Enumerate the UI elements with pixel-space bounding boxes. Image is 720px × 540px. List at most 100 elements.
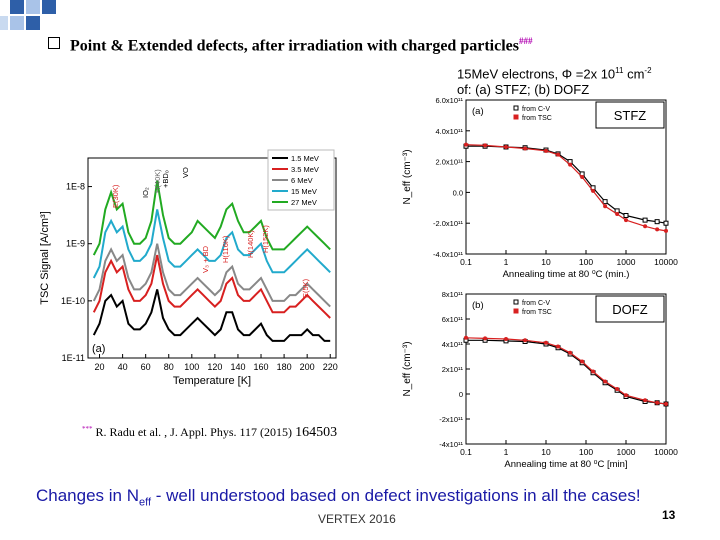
decor-square-5 [26,16,40,30]
tsc-annotation: V₃ + BD [201,245,210,273]
neff-x-tick-label: 10 [541,447,551,457]
decor-square-3 [42,0,56,14]
tsc-x-tick-label: 200 [300,362,315,372]
neff-data-point [483,336,488,341]
summary-line: Changes in Neff - well understood based … [36,486,641,508]
neff-x-tick-label: 1 [504,447,509,457]
tsc-legend-label: 27 MeV [291,198,317,207]
neff-x-tick-label: 10000 [654,257,678,267]
neff-y-tick-label: 2.0x10¹¹ [435,158,463,167]
neff-data-point [664,402,668,406]
neff-x-tick-label: 10 [541,257,551,267]
neff-data-point [624,393,628,398]
tsc-legend-label: 6 MeV [291,176,313,185]
neff-data-point [580,359,585,364]
neff-data-point [556,344,561,349]
tsc-chart: 20 40 60 80 100 120 140 160 180 200 220 1E-11 1E-10 1… [39,149,338,387]
reference: *** R. Radu et al. , J. Appl. Phys. 117 … [82,425,337,441]
tsc-legend-label: 3.5 MeV [291,165,319,174]
right-chart-title: 15MeV electrons, Φ =2x 1011 cm-2 of: (a)… [457,63,652,98]
neff-data-point [544,148,548,153]
neff-x-tick-label: 100 [579,257,593,267]
neff-data-point [663,220,669,226]
neff-label-box-text: STFZ [614,108,647,123]
tsc-annotation: H(40K) [153,169,162,193]
tsc-legend-label: 15 MeV [291,187,317,196]
neff-data-point [591,188,596,193]
footer-text: VERTEX 2016 [318,512,396,526]
summary-sub: eff [139,496,152,509]
tsc-annotation: H(152K) [261,225,270,253]
neff-legend-marker [513,114,519,120]
neff-data-point [464,335,468,340]
neff-data-point [523,146,528,151]
decor-square-4 [10,16,24,30]
right-title-line2: of: (a) STFZ; (b) DOFZ [457,82,590,98]
right-title-sup2: -2 [644,66,652,75]
tsc-annotation: +BD₀ [161,170,170,188]
neff-data-point [615,211,620,216]
neff-y-tick-label: -4x10¹¹ [439,440,463,449]
tsc-x-label: Temperature [K] [173,375,251,387]
tsc-series-line [92,254,331,319]
neff-y-tick-label: 4.0x10¹¹ [435,127,463,136]
tsc-x-tick-label: 220 [323,362,338,372]
tsc-y-tick-label: 1E-10 [61,296,85,306]
decor-square-2 [26,0,40,14]
neff-data-point [568,350,573,355]
neff-y-label: N_eff (cm⁻³) [402,149,413,204]
tsc-x-tick-label: 120 [207,362,222,372]
neff-data-point [654,219,660,225]
neff-data-point [602,199,608,205]
neff-data-point [664,228,668,233]
tsc-x-tick-label: 100 [184,362,199,372]
neff-x-label: Annealing time at 80 ⁰C [min] [504,459,627,470]
neff-data-point [642,217,648,223]
bullet-text: Point & Extended defects, after irradiat… [70,37,519,55]
neff-panel-label: (b) [472,300,484,311]
neff-x-label: Annealing time at 80 ⁰C (min.) [503,269,630,280]
tsc-x-tick-label: 20 [95,362,105,372]
tsc-x-tick-label: 140 [230,362,245,372]
tsc-annotation: H(116K) [221,235,230,263]
neff-legend-marker [513,105,519,111]
decor-square-1 [10,0,24,14]
summary-post: - well understood based on defect invest… [151,486,641,505]
neff-y-tick-label: -4.0x10¹¹ [433,250,464,259]
right-title-line1a: 15MeV electrons, Φ =2x 10 [457,66,616,82]
neff-y-tick-label: 0.0 [453,188,463,197]
neff-x-tick-label: 10000 [654,447,678,457]
neff-x-tick-label: 0.1 [460,257,472,267]
bullet-title: Point & Extended defects, after irradiat… [48,36,532,55]
tsc-annotation: H(140K) [246,230,255,258]
neff-y-label: N_eff (cm⁻³) [402,341,413,396]
tsc-y-label: TSC Signal [A/cm³] [39,211,51,305]
neff-legend-marker [513,299,519,305]
tsc-x-tick-label: 180 [277,362,292,372]
neff-data-point [591,369,596,374]
bullet-sup: ### [518,36,533,46]
neff-data-point [623,213,629,218]
neff-y-tick-label: 8x10¹¹ [442,290,464,299]
tsc-x-tick-label: 160 [254,362,269,372]
neff-data-point [603,204,608,209]
neff-x-tick-label: 1000 [617,447,636,457]
neff-label-box-text: DOFZ [612,302,647,317]
neff-label-box [595,101,665,129]
neff-data-point [615,387,620,391]
neff-data-point [655,400,660,405]
neff-y-tick-label: -2x10¹¹ [439,415,463,424]
neff-x-tick-label: 1000 [617,257,636,267]
right-title-line1b: cm [623,66,645,82]
neff-data-point [624,218,628,223]
tsc-y-tick-label: 1E-11 [62,353,85,363]
dofz-chart: 0.1 1 10 100 1000 10000 -4x10¹¹ -2x10¹¹ 0 2x10¹¹ 4… [402,290,678,470]
right-title-sup1: 11 [615,66,624,75]
neff-y-tick-label: 6.0x10¹¹ [435,96,463,105]
neff-panel-label: (a) [472,106,484,117]
tsc-series-line [92,289,331,342]
tsc-annotation: IO₂ [141,187,150,198]
neff-data-point [603,379,608,384]
tsc-annotation: VO [181,167,190,178]
neff-legend-label: from TSC [522,309,552,316]
